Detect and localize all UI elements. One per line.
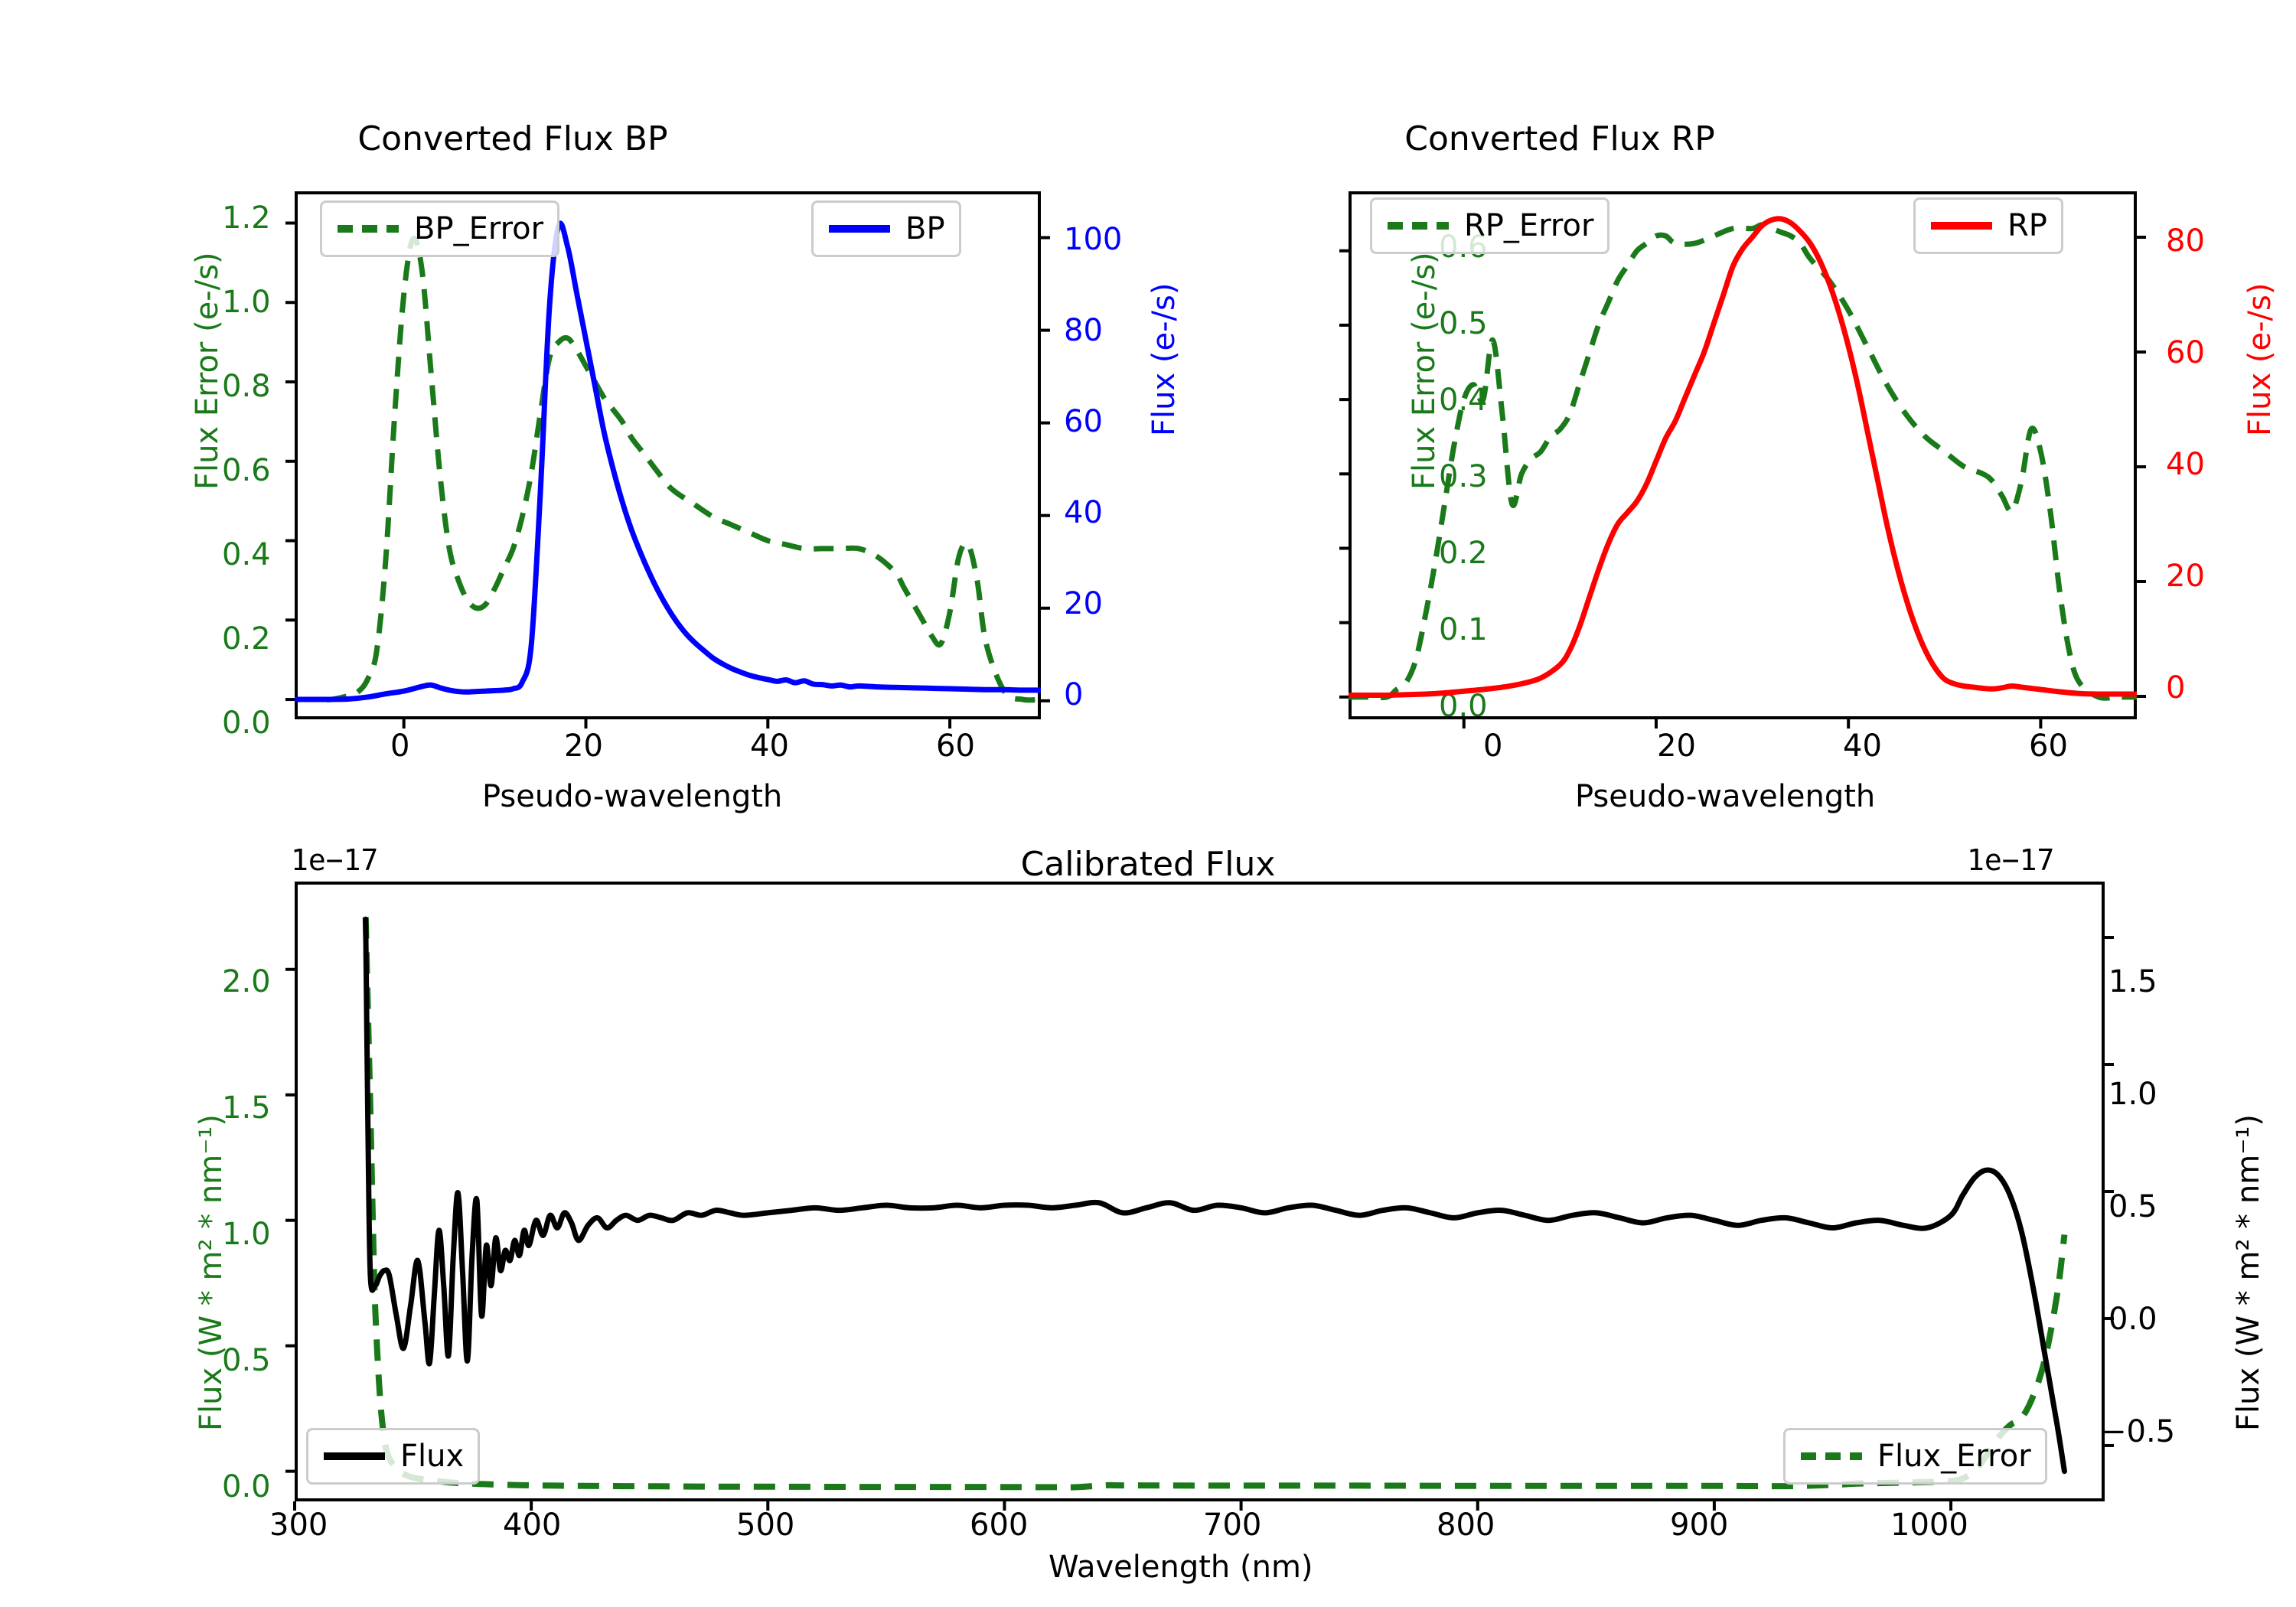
calibrated-flux-error-legend-label: Flux_Error [1877, 1439, 2031, 1474]
calibrated-ytick-right-4: 1.5 [2108, 964, 2157, 999]
calibrated-left-offset-text: 1e−17 [291, 843, 379, 877]
bp-error-legend-label: BP_Error [414, 211, 544, 246]
bp-ytick-right-5: 100 [1064, 222, 1123, 257]
calibrated-x-axis-label: Wavelength (nm) [1049, 1550, 1313, 1585]
calibrated-curves [285, 916, 2114, 1511]
rp-ytick-right-0: 0 [2166, 670, 2186, 706]
calibrated-ytick-left-3: 1.5 [222, 1090, 271, 1126]
panel-converted-flux-rp: Converted Flux RP Flux Error (e-/s) Flux… [1148, 0, 2296, 826]
bp-ytick-right-3: 60 [1064, 404, 1103, 439]
calibrated-ytick-right-0: −0.5 [2101, 1414, 2176, 1449]
calibrated-ytick-right-2: 0.5 [2108, 1189, 2157, 1224]
rp-ytick-left-2: 0.2 [1439, 536, 1488, 571]
calibrated-flux-legend-label: Flux [400, 1439, 465, 1474]
bp-ytick-right-1: 20 [1064, 586, 1103, 621]
bp-xtick-2: 40 [750, 729, 789, 764]
rp-ytick-right-4: 80 [2166, 223, 2205, 259]
calibrated-xtick-4: 700 [1203, 1508, 1262, 1543]
calibrated-xtick-3: 600 [970, 1508, 1029, 1543]
rp-xtick-1: 20 [1657, 729, 1696, 764]
calibrated-xtick-0: 300 [269, 1508, 328, 1543]
bp-ytick-left-3: 0.6 [222, 453, 271, 488]
rp-error-legend-label: RP_Error [1464, 208, 1594, 243]
rp-curves [1339, 216, 2146, 729]
bp-ytick-left-5: 1.0 [222, 285, 271, 320]
calibrated-xtick-1: 400 [503, 1508, 562, 1543]
bp-curves [285, 220, 1050, 729]
rp-ytick-left-5: 0.5 [1439, 306, 1488, 341]
bp-plot-title: Converted Flux BP [357, 119, 668, 158]
calibrated-flux-legend[interactable]: Flux [306, 1428, 481, 1485]
calibrated-ytick-left-1: 0.5 [222, 1343, 271, 1378]
bp-legend[interactable]: BP [811, 200, 961, 257]
bp-ytick-left-0: 0.0 [222, 706, 271, 741]
bp-ytick-right-4: 80 [1064, 313, 1103, 348]
calibrated-ytick-left-2: 1.0 [222, 1217, 271, 1252]
dashed-line-swatch-icon [338, 225, 399, 233]
rp-ytick-right-2: 40 [2166, 447, 2205, 482]
rp-ytick-right-3: 60 [2166, 335, 2205, 370]
calibrated-plot-area [295, 882, 2105, 1501]
solid-line-swatch-icon [324, 1452, 385, 1460]
dashed-line-swatch-icon [1388, 222, 1449, 230]
bp-ytick-left-4: 0.8 [222, 369, 271, 404]
rp-plot-area [1349, 191, 2137, 719]
bp-ytick-right-2: 40 [1064, 495, 1103, 530]
rp-x-axis-label: Pseudo-wavelength [1575, 779, 1876, 814]
bp-xtick-0: 0 [390, 729, 410, 764]
bp-legend-label: BP [905, 211, 945, 246]
rp-error-legend[interactable]: RP_Error [1370, 197, 1610, 254]
bp-ytick-left-2: 0.4 [222, 537, 271, 572]
calibrated-xtick-2: 500 [736, 1508, 795, 1543]
rp-ytick-left-1: 0.1 [1439, 612, 1488, 647]
calibrated-xtick-7: 1000 [1890, 1508, 1968, 1543]
bp-plot-area [295, 191, 1041, 719]
dashed-line-swatch-icon [1801, 1452, 1862, 1460]
solid-line-swatch-icon [1931, 222, 1992, 230]
panel-converted-flux-bp: Converted Flux BP Flux Error (e-/s) Flux… [0, 0, 1182, 826]
bp-xtick-1: 20 [564, 729, 603, 764]
calibrated-xtick-5: 800 [1437, 1508, 1495, 1543]
calibrated-right-offset-text: 1e−17 [1967, 843, 2055, 877]
bp-xtick-3: 60 [936, 729, 975, 764]
calibrated-plot-title: Calibrated Flux [1020, 845, 1276, 884]
rp-xtick-0: 0 [1483, 729, 1503, 764]
bp-error-legend[interactable]: BP_Error [320, 200, 560, 257]
bp-ytick-right-0: 0 [1064, 677, 1084, 712]
rp-legend[interactable]: RP [1913, 197, 2063, 254]
rp-xtick-3: 60 [2029, 729, 2068, 764]
calibrated-flux-error-legend[interactable]: Flux_Error [1783, 1428, 2047, 1485]
rp-plot-title: Converted Flux RP [1404, 119, 1715, 158]
rp-ytick-right-1: 20 [2166, 559, 2205, 594]
calibrated-ytick-right-3: 1.0 [2108, 1077, 2157, 1112]
rp-legend-label: RP [2007, 208, 2047, 243]
bp-ytick-left-1: 0.2 [222, 621, 271, 657]
bp-x-axis-label: Pseudo-wavelength [482, 779, 783, 814]
panel-calibrated-flux: Calibrated Flux 1e−17 1e−17 Flux (W * m²… [0, 826, 2296, 1607]
bp-ytick-left-6: 1.2 [222, 200, 271, 236]
calibrated-ytick-right-1: 0.0 [2108, 1302, 2157, 1337]
calibrated-ytick-left-0: 0.0 [222, 1469, 271, 1504]
calibrated-ytick-left-4: 2.0 [222, 964, 271, 999]
rp-xtick-2: 40 [1843, 729, 1882, 764]
solid-line-swatch-icon [829, 225, 890, 233]
calibrated-xtick-6: 900 [1670, 1508, 1729, 1543]
